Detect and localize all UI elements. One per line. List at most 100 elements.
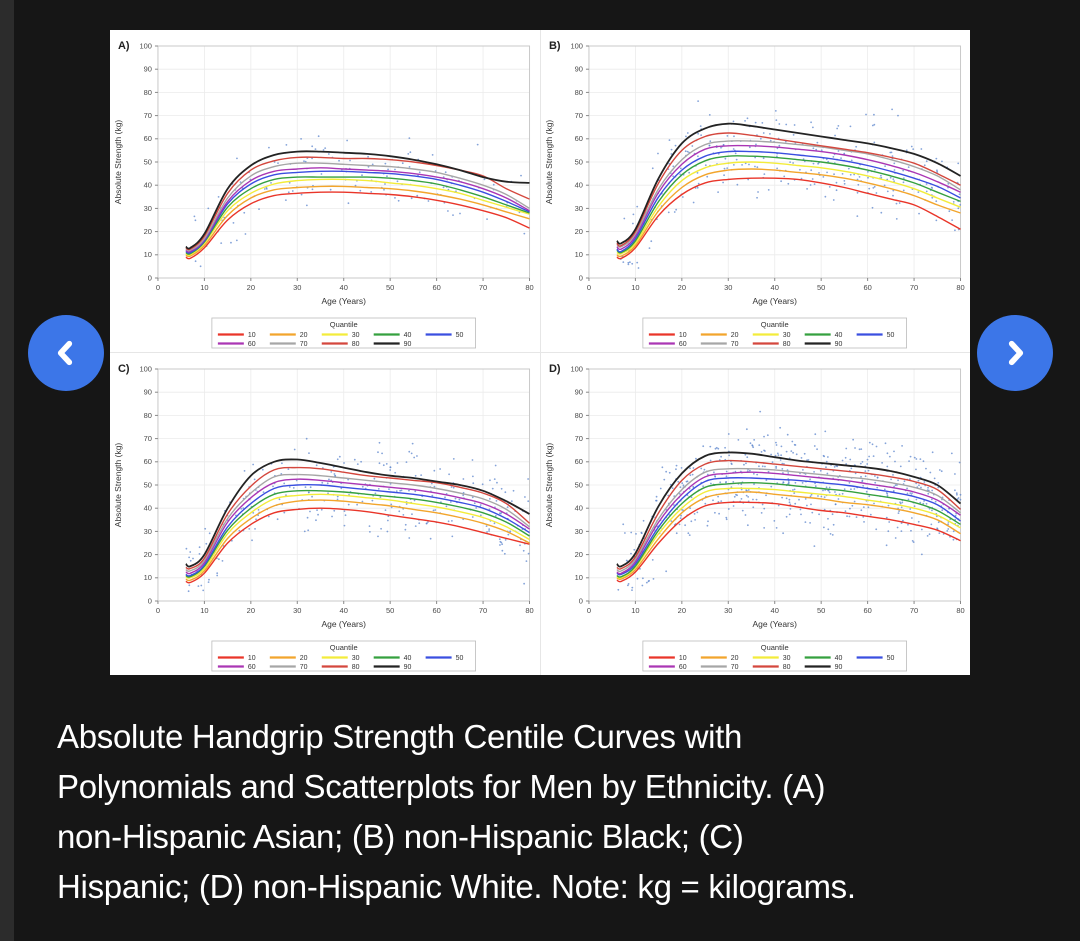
svg-text:Age (Years): Age (Years) <box>752 619 797 629</box>
chart-a-svg: 0 10 20 30 40 50 60 70 80 90 100 0 10 20 30 40 50 60 70 80 A… <box>110 30 540 352</box>
svg-text:20: 20 <box>574 227 582 236</box>
svg-text:90: 90 <box>574 65 582 74</box>
svg-text:0: 0 <box>156 283 160 292</box>
svg-text:30: 30 <box>352 332 360 339</box>
svg-text:60: 60 <box>248 664 256 671</box>
svg-text:0: 0 <box>148 273 152 282</box>
chart-panel-a: 0 10 20 30 40 50 60 70 80 90 100 0 10 20 30 40 50 60 70 80 A… <box>110 30 540 352</box>
svg-text:60: 60 <box>574 134 582 143</box>
svg-text:0: 0 <box>578 273 582 282</box>
svg-text:10: 10 <box>631 606 639 615</box>
svg-text:80: 80 <box>574 411 582 420</box>
svg-text:30: 30 <box>724 606 732 615</box>
svg-text:20: 20 <box>300 655 308 662</box>
svg-text:60: 60 <box>574 457 582 466</box>
chart-b-svg: 0 10 20 30 40 50 60 70 80 90 100 0 10 20 30 40 50 60 70 80 A… <box>540 30 970 352</box>
svg-text:70: 70 <box>479 606 487 615</box>
svg-text:20: 20 <box>677 283 685 292</box>
svg-text:Absolute Strength (kg): Absolute Strength (kg) <box>113 443 123 528</box>
svg-text:60: 60 <box>863 606 871 615</box>
svg-text:80: 80 <box>144 88 152 97</box>
quantile-curves <box>615 451 961 583</box>
svg-text:50: 50 <box>886 332 894 339</box>
svg-text:50: 50 <box>886 655 894 662</box>
svg-text:Age (Years): Age (Years) <box>321 296 366 306</box>
svg-text:70: 70 <box>300 341 308 348</box>
svg-text:100: 100 <box>570 41 582 50</box>
axes: 0 10 20 30 40 50 60 70 80 90 100 0 10 20 30 40 50 60 70 80 A… <box>113 41 534 306</box>
svg-text:30: 30 <box>144 527 152 536</box>
svg-text:60: 60 <box>678 341 686 348</box>
svg-text:70: 70 <box>144 111 152 120</box>
svg-text:10: 10 <box>144 573 152 582</box>
svg-text:0: 0 <box>578 596 582 605</box>
svg-text:10: 10 <box>574 250 582 259</box>
svg-text:10: 10 <box>144 250 152 259</box>
svg-text:90: 90 <box>404 341 412 348</box>
svg-text:40: 40 <box>770 283 778 292</box>
previous-image-button[interactable] <box>28 315 104 391</box>
svg-text:10: 10 <box>678 655 686 662</box>
chevron-right-icon <box>1008 340 1024 366</box>
svg-text:70: 70 <box>300 664 308 671</box>
svg-text:40: 40 <box>340 283 348 292</box>
svg-text:80: 80 <box>956 283 964 292</box>
svg-text:70: 70 <box>909 606 917 615</box>
svg-text:20: 20 <box>574 550 582 559</box>
svg-text:80: 80 <box>352 664 360 671</box>
svg-text:60: 60 <box>678 664 686 671</box>
svg-text:80: 80 <box>574 88 582 97</box>
svg-text:40: 40 <box>404 332 412 339</box>
svg-text:Absolute Strength (kg): Absolute Strength (kg) <box>543 120 553 205</box>
svg-text:10: 10 <box>248 655 256 662</box>
svg-text:A): A) <box>118 40 130 52</box>
svg-text:20: 20 <box>144 227 152 236</box>
svg-text:50: 50 <box>386 606 394 615</box>
svg-text:50: 50 <box>144 480 152 489</box>
legend: Quantile 10 20 30 40 50 60 70 80 90 <box>211 640 476 672</box>
svg-text:50: 50 <box>574 480 582 489</box>
svg-text:20: 20 <box>247 606 255 615</box>
svg-text:100: 100 <box>139 364 151 373</box>
svg-text:10: 10 <box>248 332 256 339</box>
svg-text:40: 40 <box>574 181 582 190</box>
svg-text:80: 80 <box>782 341 790 348</box>
svg-text:0: 0 <box>586 606 590 615</box>
svg-text:50: 50 <box>456 655 464 662</box>
svg-text:90: 90 <box>144 65 152 74</box>
scatter-points <box>616 410 961 591</box>
svg-text:60: 60 <box>144 134 152 143</box>
svg-text:20: 20 <box>247 283 255 292</box>
svg-text:40: 40 <box>834 655 842 662</box>
svg-text:10: 10 <box>631 283 639 292</box>
quantile-curves <box>185 150 530 260</box>
svg-text:20: 20 <box>300 332 308 339</box>
svg-text:30: 30 <box>293 606 301 615</box>
svg-text:D): D) <box>548 363 560 375</box>
svg-text:20: 20 <box>730 655 738 662</box>
svg-text:60: 60 <box>432 606 440 615</box>
svg-text:100: 100 <box>139 41 151 50</box>
svg-text:50: 50 <box>817 283 825 292</box>
legend: Quantile 10 20 30 40 50 60 70 80 90 <box>641 640 907 672</box>
svg-text:40: 40 <box>770 606 778 615</box>
figure-caption: Absolute Handgrip Strength Centile Curve… <box>57 712 1047 912</box>
chart-panel-b: 0 10 20 30 40 50 60 70 80 90 100 0 10 20 30 40 50 60 70 80 A… <box>540 30 970 352</box>
svg-text:Age (Years): Age (Years) <box>321 619 366 629</box>
svg-text:Age (Years): Age (Years) <box>752 296 797 306</box>
svg-text:70: 70 <box>730 341 738 348</box>
svg-text:30: 30 <box>574 527 582 536</box>
chart-panel-d: 0 10 20 30 40 50 60 70 80 90 100 0 10 20 30 40 50 60 70 80 A… <box>540 353 970 675</box>
svg-text:90: 90 <box>404 664 412 671</box>
axes: 0 10 20 30 40 50 60 70 80 90 100 0 10 20 30 40 50 60 70 80 A… <box>113 364 534 629</box>
next-image-button[interactable] <box>977 315 1053 391</box>
chevron-left-icon <box>57 340 73 366</box>
svg-text:80: 80 <box>525 606 533 615</box>
svg-text:10: 10 <box>678 332 686 339</box>
svg-text:Quantile: Quantile <box>330 643 358 652</box>
figure-image: 0 10 20 30 40 50 60 70 80 90 100 0 10 20 30 40 50 60 70 80 A… <box>110 30 970 675</box>
svg-text:60: 60 <box>432 283 440 292</box>
svg-text:Absolute Strength (kg): Absolute Strength (kg) <box>113 120 123 205</box>
svg-text:30: 30 <box>352 655 360 662</box>
svg-text:30: 30 <box>782 655 790 662</box>
